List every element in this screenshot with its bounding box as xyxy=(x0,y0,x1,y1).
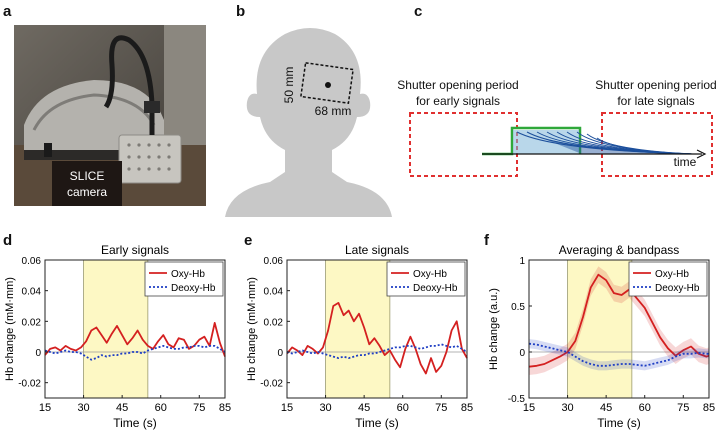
x-tick-label: 60 xyxy=(397,402,409,414)
panel-letter-f: f xyxy=(484,232,489,249)
x-tick-label: 15 xyxy=(39,402,51,414)
legend-label-oxy: Oxy-Hb xyxy=(655,269,689,280)
x-axis-label: Time (s) xyxy=(355,416,399,430)
chart-averaging-bandpass: Averaging & bandpass 15 30 45 60 75 85 -0.5 0 0.5… xyxy=(488,243,715,430)
legend-label-deoxy: Deoxy-Hb xyxy=(413,283,458,294)
legend-label-oxy: Oxy-Hb xyxy=(413,269,447,280)
series-line-oxy xyxy=(44,322,226,357)
chart-title: Averaging & bandpass xyxy=(559,243,680,257)
y-tick-label: 0.02 xyxy=(264,317,284,328)
y-tick-label: 0.06 xyxy=(264,256,284,267)
late-shutter-window xyxy=(601,112,713,177)
y-tick-label: 0 xyxy=(519,348,525,359)
slice-camera-photo: SLICE camera xyxy=(14,25,206,206)
x-tick-label: 45 xyxy=(116,402,128,414)
panel-letter-b: b xyxy=(236,3,246,20)
late-shutter-label-line1: Shutter opening period xyxy=(595,78,717,92)
y-axis-label: Hb change (mM·mm) xyxy=(4,277,16,381)
x-tick-label: 75 xyxy=(677,402,689,414)
camera-label-line1: SLICE xyxy=(70,169,105,183)
legend-label-oxy: Oxy-Hb xyxy=(171,269,205,280)
x-tick-label: 60 xyxy=(155,402,167,414)
panel-letter-a: a xyxy=(3,3,12,20)
y-tick-label: 0.5 xyxy=(511,302,525,313)
shutter-timing-diagram: time xyxy=(409,112,713,177)
dim-height-label: 50 mm xyxy=(282,67,296,104)
x-tick-label: 45 xyxy=(358,402,370,414)
early-shutter-label-line1: Shutter opening period xyxy=(397,78,519,92)
chart-early-signals: Early signals 15 30 45 60 75 85 -0.02 0 0.02 0.04 0… xyxy=(4,243,231,430)
time-arrow-icon xyxy=(696,149,707,159)
y-tick-label: 0.06 xyxy=(22,256,42,267)
late-shutter-label-line2: for late signals xyxy=(617,94,695,108)
head-diagram: 50 mm 68 mm xyxy=(225,28,392,217)
y-tick-label: 0.04 xyxy=(22,287,42,298)
panel-letter-d: d xyxy=(3,232,13,249)
early-shutter-window xyxy=(409,112,518,177)
camera-label-line2: camera xyxy=(67,185,107,199)
y-tick-label: 0.04 xyxy=(264,287,284,298)
legend-box xyxy=(144,261,224,297)
y-axis-label: Hb change (a.u.) xyxy=(488,288,500,370)
plot-frame xyxy=(528,259,710,399)
series-line-deoxy xyxy=(286,343,468,359)
x-tick-label: 30 xyxy=(77,402,89,414)
dim-width-label: 68 mm xyxy=(315,104,352,118)
plot-frame xyxy=(44,259,226,399)
panel-letter-e: e xyxy=(244,232,253,249)
chart-title: Early signals xyxy=(101,243,169,257)
legend-label-deoxy: Deoxy-Hb xyxy=(171,283,216,294)
y-tick-label: -0.02 xyxy=(260,379,283,390)
x-tick-label: 75 xyxy=(435,402,447,414)
x-tick-label: 85 xyxy=(703,402,715,414)
x-tick-label: 75 xyxy=(193,402,205,414)
y-tick-label: 1 xyxy=(519,256,525,267)
x-tick-label: 30 xyxy=(561,402,573,414)
decay-curves xyxy=(516,131,693,155)
x-tick-label: 15 xyxy=(523,402,535,414)
y-tick-label: 0 xyxy=(277,348,283,359)
measurement-center-dot xyxy=(325,82,331,88)
x-tick-label: 45 xyxy=(600,402,612,414)
measurement-box xyxy=(300,61,354,105)
x-tick-label: 30 xyxy=(319,402,331,414)
y-tick-label: -0.02 xyxy=(18,379,41,390)
y-tick-label: 0.02 xyxy=(22,317,42,328)
y-tick-label: 0 xyxy=(35,348,41,359)
x-axis-label: Time (s) xyxy=(113,416,157,430)
series-line-oxy xyxy=(528,273,710,368)
x-axis-label: Time (s) xyxy=(597,416,641,430)
x-tick-label: 85 xyxy=(461,402,473,414)
x-tick-label: 60 xyxy=(639,402,651,414)
series-band-oxy xyxy=(529,266,709,375)
x-tick-label: 15 xyxy=(281,402,293,414)
series-band-deoxy xyxy=(529,339,709,371)
series-line-oxy xyxy=(286,302,468,375)
chart-late-signals: Late signals 15 30 45 60 75 85 -0.02 0 0.02 0.04 0.… xyxy=(246,243,473,430)
y-axis-label: Hb change (mM·mm) xyxy=(246,277,258,381)
legend-box xyxy=(386,261,466,297)
early-shutter-label-line2: for early signals xyxy=(415,94,501,108)
x-tick-label: 85 xyxy=(219,402,231,414)
highlight-region xyxy=(325,259,391,399)
legend-box xyxy=(628,261,708,297)
plot-frame xyxy=(286,259,468,399)
legend-label-deoxy: Deoxy-Hb xyxy=(655,283,700,294)
time-axis-label: time xyxy=(674,155,697,169)
panel-letter-c: c xyxy=(414,3,423,20)
series-line-deoxy xyxy=(528,342,709,367)
series-line-deoxy xyxy=(44,345,226,361)
y-tick-label: -0.5 xyxy=(508,394,526,405)
chart-title: Late signals xyxy=(345,243,409,257)
